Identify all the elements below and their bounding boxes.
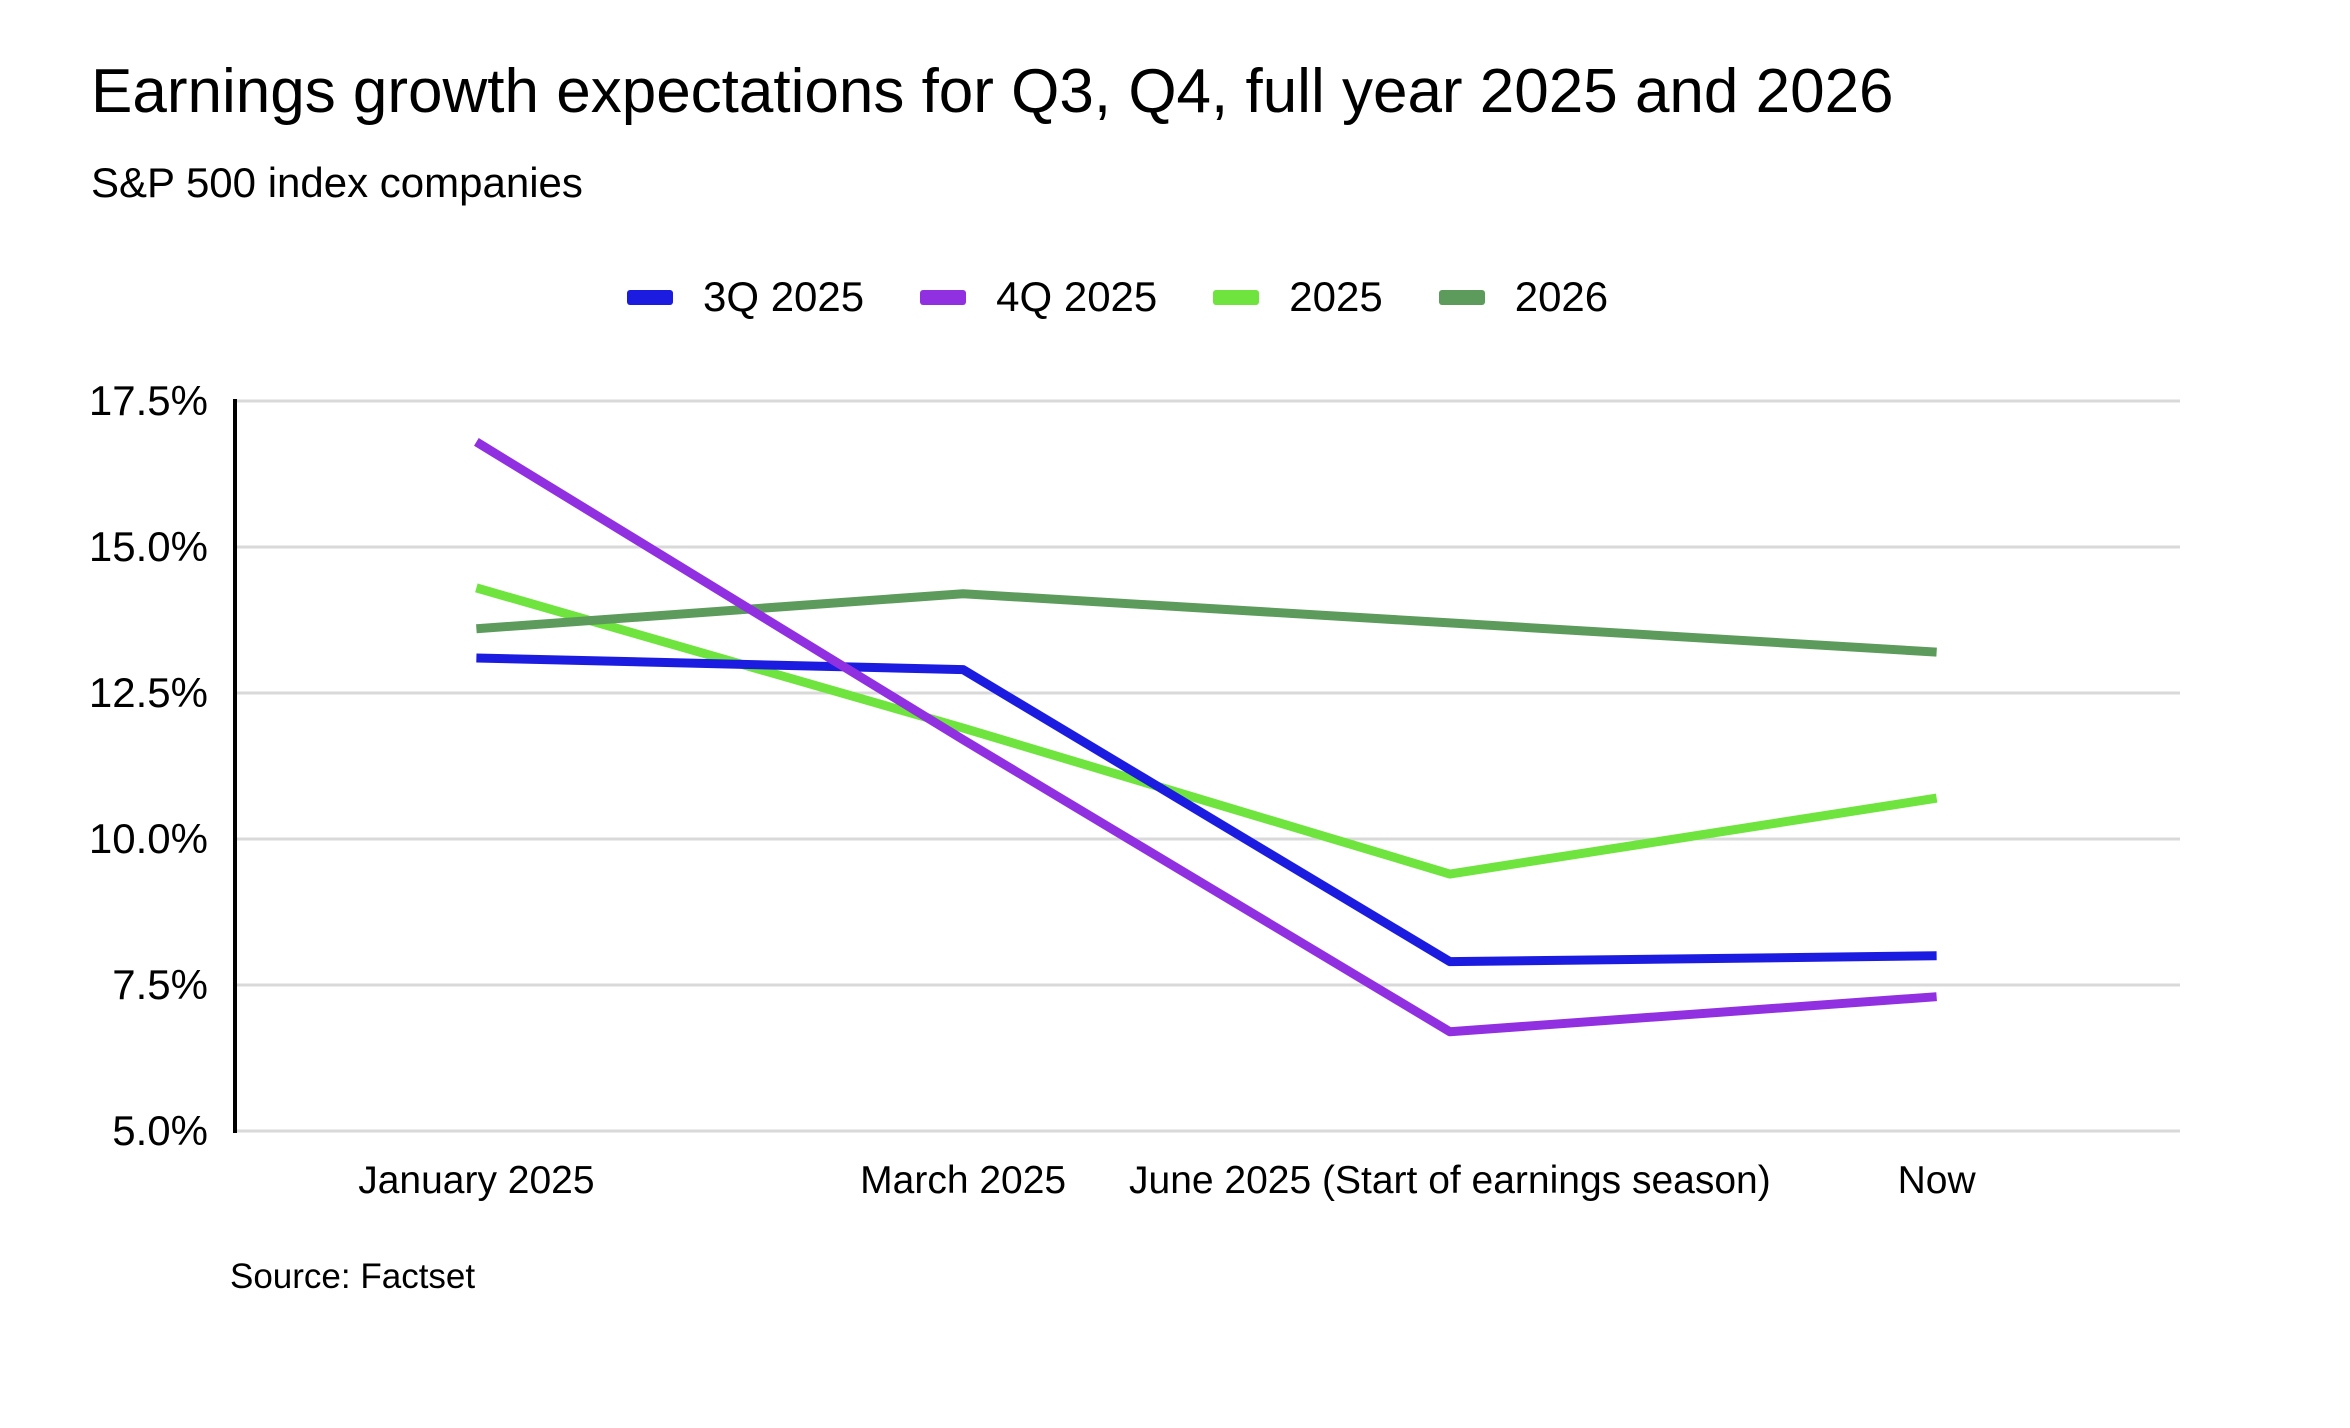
series-line-2026 [476, 589, 1937, 657]
legend-label-3q-2025: 3Q 2025 [703, 273, 865, 320]
legend-swatch-3q-2025 [627, 289, 673, 305]
legend-item-2026: 2026 [1438, 273, 1609, 320]
legend-item-3q-2025: 3Q 2025 [627, 276, 864, 318]
y-tick-label: 15.0% [88, 523, 208, 570]
y-tick-label: 5.0% [112, 1107, 208, 1154]
y-tick-label: 7.5% [112, 961, 208, 1008]
x-tick-label: June 2025 (Start of earnings season) [1129, 1159, 1771, 1202]
x-tick-label: March 2025 [860, 1159, 1067, 1202]
series-line-3q-2025 [476, 653, 1937, 967]
chart-subtitle: S&P 500 index companies [91, 159, 583, 206]
legend-swatch-2026 [1438, 289, 1485, 305]
legend-swatch-2025 [1213, 289, 1260, 305]
series-line-4q-2025 [474, 438, 1937, 1037]
source-note: Source: Factset [230, 1257, 476, 1296]
legend-label-4q-2025: 4Q 2025 [996, 273, 1158, 320]
x-tick-label: Now [1897, 1159, 1976, 1202]
y-tick-label: 12.5% [88, 669, 208, 716]
series-line-2025 [475, 583, 1938, 879]
chart-title: Earnings growth expectations for Q3, Q4,… [91, 57, 1894, 126]
x-tick-label: January 2025 [358, 1159, 595, 1202]
legend-label-2025: 2025 [1289, 273, 1383, 320]
legend-item-4q-2025: 4Q 2025 [920, 276, 1157, 318]
legend: 3Q 2025 4Q 2025 2025 2026 [627, 276, 1608, 318]
legend-item-2025: 2025 [1213, 273, 1383, 320]
legend-swatch-4q-2025 [920, 289, 967, 305]
y-tick-label: 10.0% [88, 815, 208, 862]
y-tick-label: 17.5% [88, 377, 208, 424]
legend-label-2026: 2026 [1514, 273, 1609, 320]
